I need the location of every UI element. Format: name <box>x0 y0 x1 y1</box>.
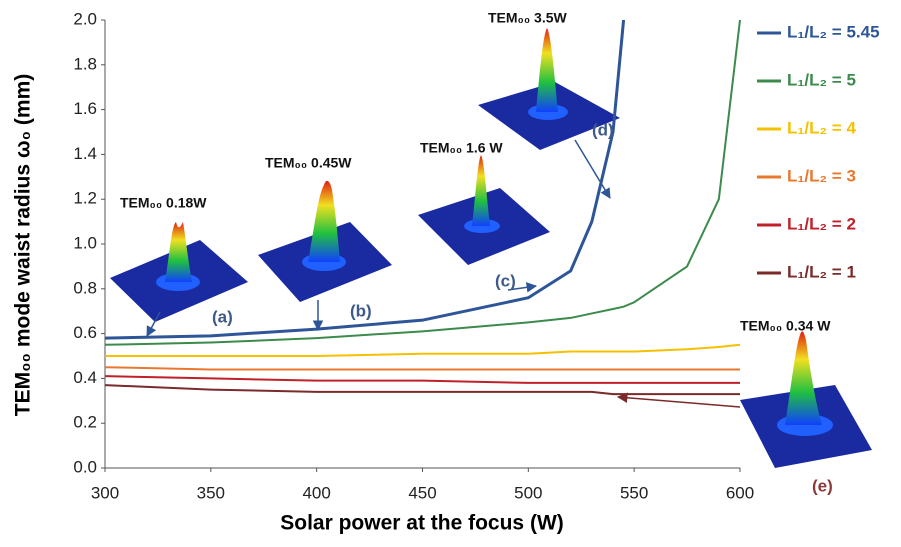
arrow <box>618 397 740 407</box>
x-tick-label: 600 <box>726 483 754 502</box>
page: {"chart_data": {"type": "line", "xlabel"… <box>0 0 901 547</box>
y-tick-label: 1.4 <box>73 144 97 163</box>
y-tick-label: 0.4 <box>73 368 97 387</box>
annotation: (a) <box>212 307 233 326</box>
series-line <box>105 345 740 356</box>
x-tick-label: 500 <box>514 483 542 502</box>
series-line <box>105 367 740 369</box>
y-axis-title: TEM₀₀ mode waist radius ω₀ (mm) <box>12 74 35 417</box>
annotation: (e) <box>812 476 833 495</box>
x-tick-label: 400 <box>302 483 330 502</box>
x-tick-label: 300 <box>91 483 119 502</box>
annotation: TEM₀₀ 3.5W <box>488 10 568 26</box>
annotation: (d) <box>592 120 614 139</box>
legend-label: L₁/L₂ = 5 <box>787 70 856 89</box>
annotation: TEM₀₀ 0.45W <box>265 155 352 171</box>
annotation: (c) <box>495 271 516 290</box>
y-tick-label: 1.6 <box>73 99 97 118</box>
legend-label: L₁/L₂ = 5.45 <box>787 22 880 41</box>
x-tick-label: 550 <box>620 483 648 502</box>
series-line <box>105 376 740 383</box>
legend-label: L₁/L₂ = 1 <box>787 262 856 281</box>
inset-b <box>258 181 392 302</box>
beam-profile-insets <box>110 28 872 468</box>
x-tick-label: 350 <box>197 483 225 502</box>
y-tick-label: 0.6 <box>73 323 97 342</box>
annotation: (b) <box>350 301 372 320</box>
inset-e <box>740 331 872 468</box>
legend-label: L₁/L₂ = 4 <box>787 118 856 137</box>
series-line <box>105 385 740 394</box>
y-tick-label: 1.2 <box>73 189 97 208</box>
y-tick-label: 0.0 <box>73 457 97 476</box>
chart: Solar power at the focus (W) TEM₀₀ mode … <box>0 0 901 547</box>
legend-label: L₁/L₂ = 2 <box>787 214 856 233</box>
y-tick-label: 0.8 <box>73 278 97 297</box>
y-tick-label: 1.0 <box>73 233 97 252</box>
y-tick-label: 2.0 <box>73 9 97 28</box>
y-tick-label: 0.2 <box>73 413 97 432</box>
annotation: TEM₀₀ 0.34 W <box>740 318 831 334</box>
legend-label: L₁/L₂ = 3 <box>787 166 856 185</box>
inset-c <box>418 155 550 265</box>
x-tick-label: 450 <box>408 483 436 502</box>
annotation: TEM₀₀ 1.6 W <box>420 140 503 156</box>
y-tick-label: 1.8 <box>73 54 97 73</box>
annotation: TEM₀₀ 0.18W <box>120 195 207 211</box>
x-axis-title: Solar power at the focus (W) <box>280 512 564 535</box>
